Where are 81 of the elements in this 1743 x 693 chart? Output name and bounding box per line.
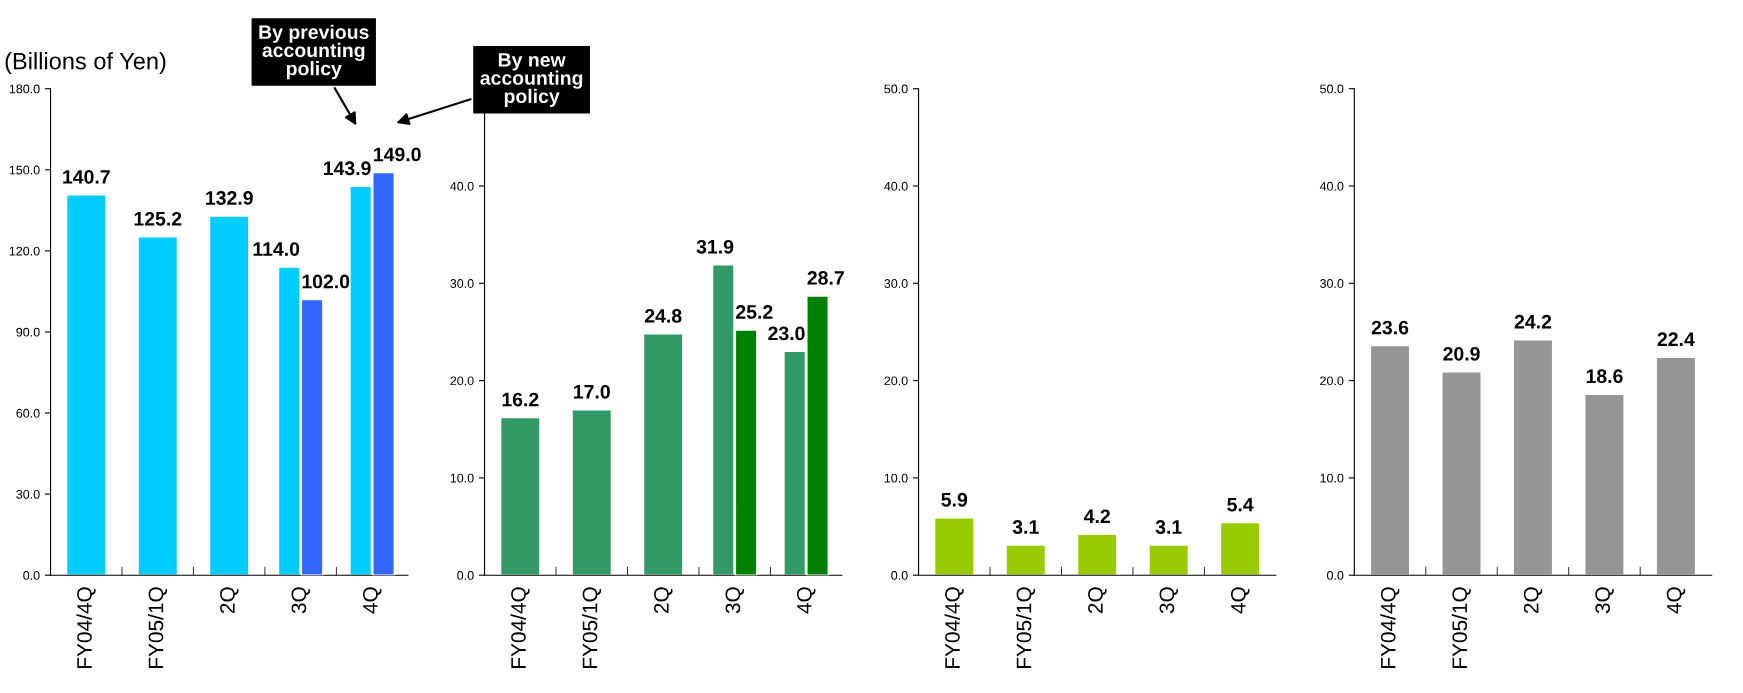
y-tick-label: 0.0 [457, 570, 474, 580]
y-tick-label: 30.0 [884, 279, 908, 288]
x-tick-label: 4Q [1666, 587, 1686, 614]
x-tick-label: 2Q [1088, 587, 1107, 614]
y-tick-label: 90.0 [16, 327, 40, 337]
annotation: By new accounting policy [480, 53, 583, 107]
data-label: 3.1 [1012, 520, 1039, 534]
y-tick-label: 10.0 [450, 473, 474, 483]
x-tick-label: 3Q [1159, 587, 1178, 614]
y-tick-label: 40.0 [1319, 181, 1344, 191]
x-tick-label: 3Q [291, 587, 310, 614]
bar [1512, 339, 1554, 576]
y-tick-label: 180.0 [9, 84, 40, 94]
data-label: 4.2 [1084, 509, 1110, 523]
data-label: 143.9 [323, 161, 371, 176]
y-tick-label: 50.0 [1320, 84, 1344, 94]
bar [1005, 544, 1047, 576]
data-label: 125.2 [134, 211, 182, 226]
bar [1584, 393, 1625, 576]
x-tick-label: FY05/1Q [582, 587, 602, 668]
data-label: 16.2 [502, 392, 539, 407]
data-label: 24.8 [644, 308, 682, 323]
x-tick-label: 2Q [220, 587, 239, 614]
y-tick-label: 20.0 [450, 376, 474, 386]
y-tick-label: 150.0 [9, 165, 40, 175]
x-tick-label: FY04/4Q [76, 587, 96, 668]
y-tick-label: 30.0 [1320, 279, 1344, 288]
x-tick-label: 2Q [1523, 587, 1543, 614]
x-tick-label: FY04/4Q [1380, 587, 1400, 668]
data-label: 102.0 [302, 274, 350, 289]
x-tick-label: FY05/1Q [148, 587, 168, 668]
bar [1369, 344, 1411, 576]
data-label: 31.9 [696, 239, 734, 254]
y-tick-label: 60.0 [16, 408, 40, 418]
bar [1148, 544, 1190, 576]
x-tick-label: 2Q [654, 587, 673, 614]
data-label: 114.0 [253, 242, 300, 256]
y-tick-label: 10.0 [1320, 473, 1344, 483]
x-tick-label: 4Q [1230, 587, 1250, 614]
data-label: 18.6 [1586, 369, 1623, 384]
data-label: 5.4 [1227, 497, 1254, 512]
bar [1441, 371, 1482, 576]
y-tick-label: 10.0 [884, 473, 908, 483]
x-tick-label: FY04/4Q [944, 587, 964, 668]
data-label: 23.0 [768, 326, 805, 341]
data-label: 24.2 [1514, 314, 1552, 329]
data-label: 17.0 [574, 384, 610, 399]
y-tick-label: 20.0 [884, 376, 908, 386]
y-axis-title: (Billions of Yen) [5, 52, 166, 75]
x-tick-label: 4Q [796, 587, 816, 614]
bar [1076, 533, 1118, 576]
bar [1219, 521, 1261, 576]
data-label: 3.1 [1155, 520, 1182, 534]
bar [1655, 356, 1697, 576]
x-tick-label: FY04/4Q [510, 587, 530, 668]
y-tick-label: 0.0 [891, 570, 908, 580]
x-tick-label: FY05/1Q [1016, 587, 1036, 668]
x-tick-label: FY05/1Q [1451, 587, 1471, 668]
data-label: 25.2 [736, 305, 773, 319]
data-label: 5.9 [941, 492, 968, 507]
x-tick-label: 4Q [362, 587, 382, 614]
y-tick-label: 30.0 [16, 489, 40, 499]
x-tick-label: 3Q [1595, 587, 1614, 614]
y-tick-label: 50.0 [884, 84, 908, 94]
data-label: 140.7 [63, 170, 110, 184]
data-label: 132.9 [206, 191, 253, 205]
x-tick-label: 3Q [725, 587, 744, 614]
data-label: 23.6 [1371, 320, 1409, 335]
y-tick-label: 30.0 [450, 279, 474, 288]
data-label: 149.0 [374, 147, 421, 162]
data-label: 22.4 [1657, 332, 1695, 346]
y-tick-label: 120.0 [9, 246, 40, 256]
text: By previous accounting policy [259, 24, 369, 80]
y-tick-label: 0.0 [23, 570, 40, 580]
data-label: 20.9 [1443, 346, 1480, 361]
y-tick-label: 40.0 [884, 181, 908, 191]
y-tick-label: 20.0 [1320, 376, 1344, 386]
y-tick-label: 40.0 [450, 181, 474, 191]
y-tick-label: 0.0 [1327, 570, 1344, 580]
data-label: 28.7 [807, 271, 844, 285]
bar [933, 517, 975, 576]
